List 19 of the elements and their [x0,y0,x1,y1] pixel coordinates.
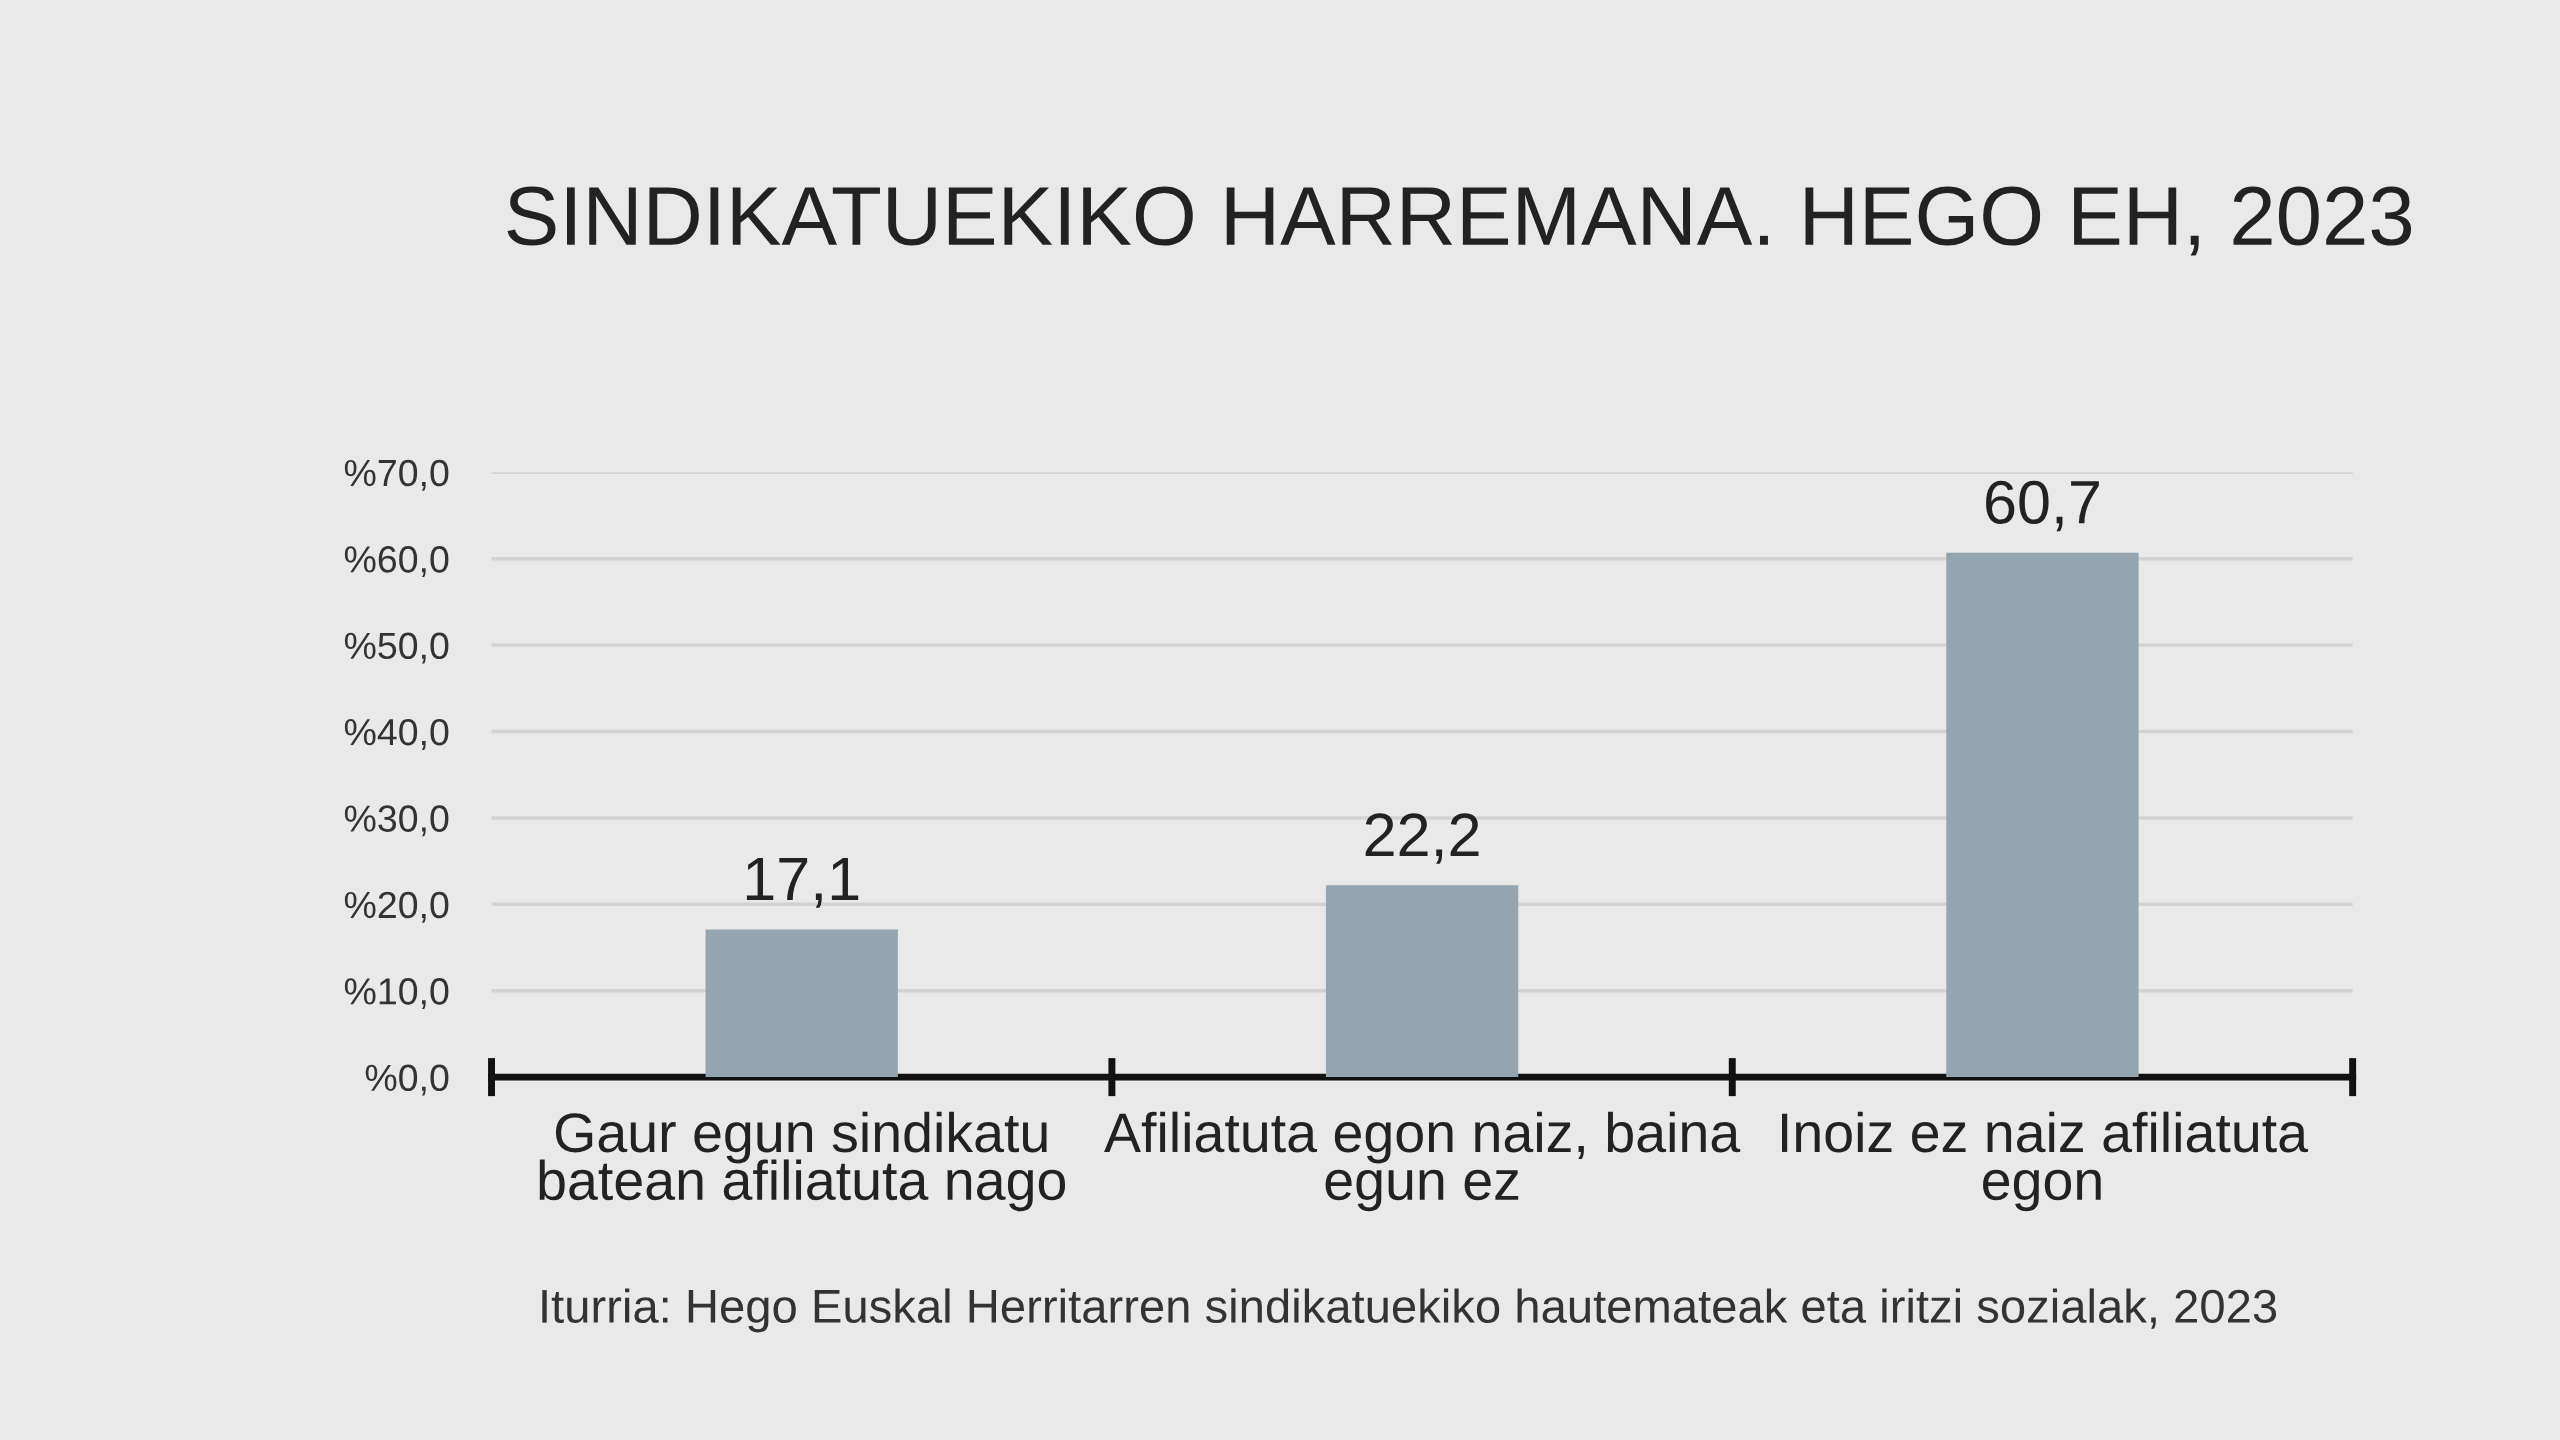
y-tick-label: %10,0 [344,978,449,1010]
x-tick-label: Afiliatuta egon naiz, baina egun ez [1104,1111,1741,1212]
data-label: 22,2 [1365,813,1479,864]
text: Iturria: Hego Euskal Herritarren sindikatuekiko hautemateak eta iritzi sozialak, 2023 [542,1288,2277,1333]
data-label: 17,1 [746,857,859,908]
y-tick-label: %40,0 [344,718,449,750]
y-tick-label: %20,0 [344,891,449,923]
data-label: 60,7 [1986,480,2099,532]
y-tick-label: %50,0 [344,632,449,664]
bar [1325,885,1519,1078]
y-tick-label: %0,0 [365,1064,449,1096]
bar [1946,552,2139,1078]
chart-title: SINDIKATUEKIKO HARREMANA. HEGO EH, 2023 [507,186,2412,256]
y-tick-label: %60,0 [344,546,449,578]
x-tick-label: Gaur egun sindikatu batean afiliatuta nago [539,1111,1066,1212]
bar [705,929,898,1078]
y-tick-label: %70,0 [344,459,449,491]
x-tick-label: Inoiz ez naiz afiliatuta egon [1782,1111,2309,1212]
y-tick-label: %30,0 [344,805,449,837]
